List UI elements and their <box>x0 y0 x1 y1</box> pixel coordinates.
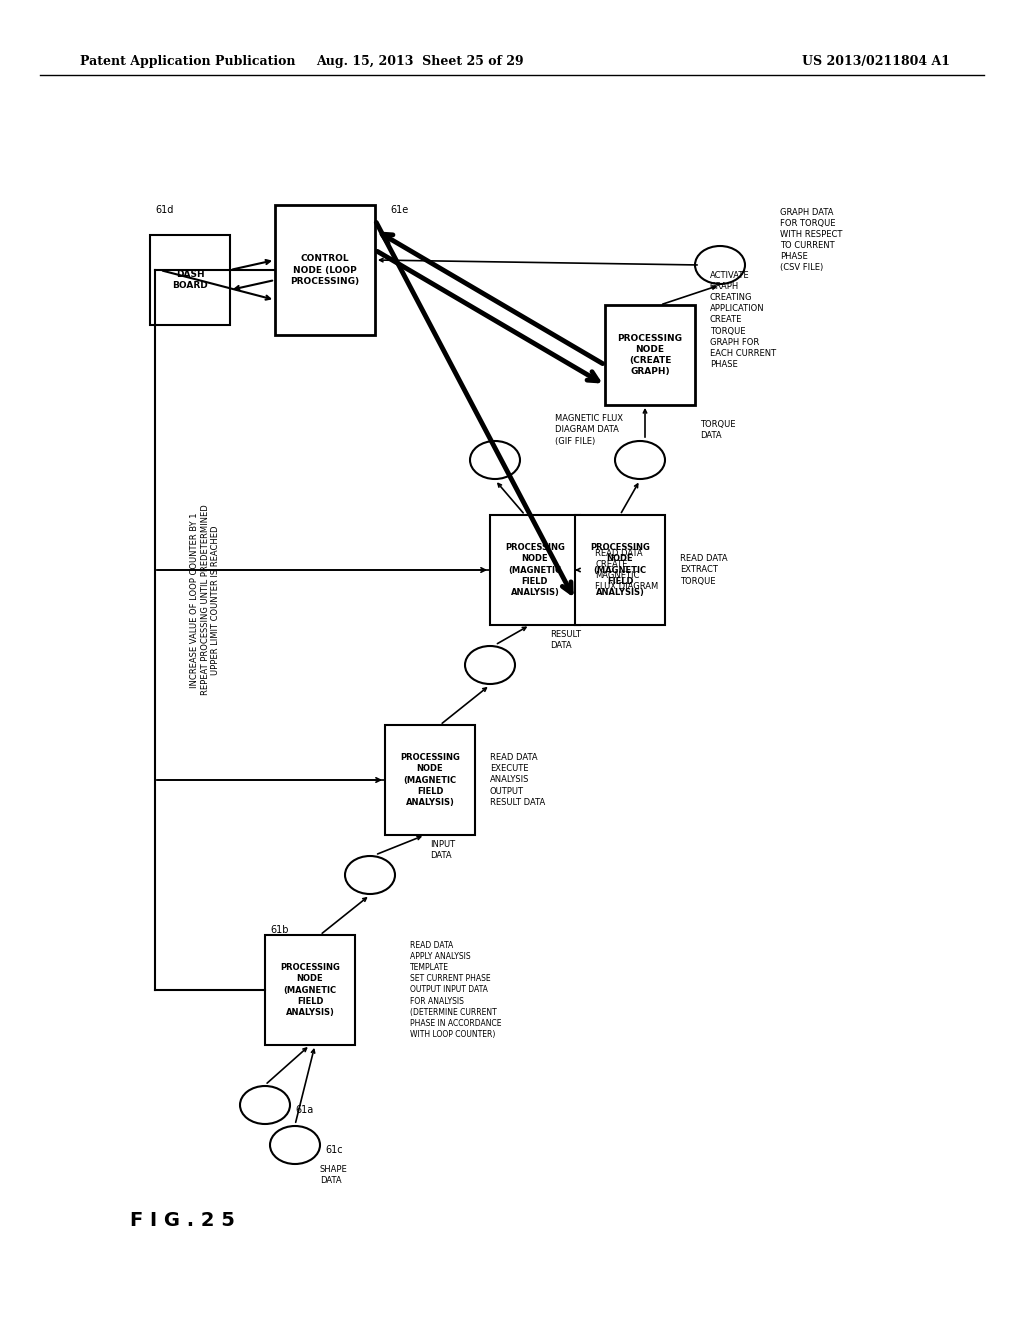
Text: READ DATA
CREATE
MAGNETIC
FLUX DIAGRAM: READ DATA CREATE MAGNETIC FLUX DIAGRAM <box>595 549 658 591</box>
Ellipse shape <box>465 645 515 684</box>
Text: F I G . 2 5: F I G . 2 5 <box>130 1210 234 1229</box>
Text: US 2013/0211804 A1: US 2013/0211804 A1 <box>802 55 950 69</box>
Text: READ DATA
APPLY ANALYSIS
TEMPLATE
SET CURRENT PHASE
OUTPUT INPUT DATA
FOR ANALYS: READ DATA APPLY ANALYSIS TEMPLATE SET CU… <box>410 941 502 1039</box>
Text: DASH
BOARD: DASH BOARD <box>172 271 208 290</box>
Bar <box>575 515 665 624</box>
Ellipse shape <box>695 246 745 284</box>
Text: SHAPE
DATA: SHAPE DATA <box>319 1166 348 1185</box>
Text: TORQUE
DATA: TORQUE DATA <box>700 420 735 440</box>
Text: Patent Application Publication: Patent Application Publication <box>80 55 296 69</box>
Ellipse shape <box>270 1126 319 1164</box>
Bar <box>150 235 230 325</box>
Text: PROCESSING
NODE
(MAGNETIC
FIELD
ANALYSIS): PROCESSING NODE (MAGNETIC FIELD ANALYSIS… <box>400 754 460 807</box>
Text: PROCESSING
NODE
(MAGNETIC
FIELD
ANALYSIS): PROCESSING NODE (MAGNETIC FIELD ANALYSIS… <box>505 544 565 597</box>
Bar <box>265 935 355 1045</box>
Text: INCREASE VALUE OF LOOP COUNTER BY 1
REPEAT PROCESSING UNTIL PREDETERMINED
UPPER : INCREASE VALUE OF LOOP COUNTER BY 1 REPE… <box>190 504 220 696</box>
Bar <box>275 205 375 335</box>
Text: CONTROL
NODE (LOOP
PROCESSING): CONTROL NODE (LOOP PROCESSING) <box>291 255 359 285</box>
Text: INPUT
DATA: INPUT DATA <box>430 840 455 861</box>
Text: MAGNETIC FLUX
DIAGRAM DATA
(GIF FILE): MAGNETIC FLUX DIAGRAM DATA (GIF FILE) <box>555 414 623 446</box>
Text: GRAPH DATA
FOR TORQUE
WITH RESPECT
TO CURRENT
PHASE
(CSV FILE): GRAPH DATA FOR TORQUE WITH RESPECT TO CU… <box>780 207 843 272</box>
Bar <box>385 725 475 836</box>
Text: PROCESSING
NODE
(MAGNETIC
FIELD
ANALYSIS): PROCESSING NODE (MAGNETIC FIELD ANALYSIS… <box>280 964 340 1016</box>
Text: 61b: 61b <box>270 925 289 935</box>
Text: PROCESSING
NODE
(MAGNETIC
FIELD
ANALYSIS): PROCESSING NODE (MAGNETIC FIELD ANALYSIS… <box>590 544 650 597</box>
Text: 61c: 61c <box>325 1144 343 1155</box>
Text: 61a: 61a <box>295 1105 313 1115</box>
Ellipse shape <box>345 855 395 894</box>
Text: 61e: 61e <box>390 205 409 215</box>
Text: 61d: 61d <box>155 205 173 215</box>
Ellipse shape <box>470 441 520 479</box>
Text: READ DATA
EXTRACT
TORQUE: READ DATA EXTRACT TORQUE <box>680 554 728 586</box>
Text: PROCESSING
NODE
(CREATE
GRAPH): PROCESSING NODE (CREATE GRAPH) <box>617 334 683 376</box>
Ellipse shape <box>240 1086 290 1125</box>
Bar <box>490 515 580 624</box>
Text: RESULT
DATA: RESULT DATA <box>550 630 581 649</box>
Ellipse shape <box>615 441 665 479</box>
Text: ACTIVATE
GRAPH
CREATING
APPLICATION
CREATE
TORQUE
GRAPH FOR
EACH CURRENT
PHASE: ACTIVATE GRAPH CREATING APPLICATION CREA… <box>710 271 776 368</box>
Bar <box>605 305 695 405</box>
Text: Aug. 15, 2013  Sheet 25 of 29: Aug. 15, 2013 Sheet 25 of 29 <box>316 55 524 69</box>
Text: READ DATA
EXECUTE
ANALYSIS
OUTPUT
RESULT DATA: READ DATA EXECUTE ANALYSIS OUTPUT RESULT… <box>490 754 545 807</box>
